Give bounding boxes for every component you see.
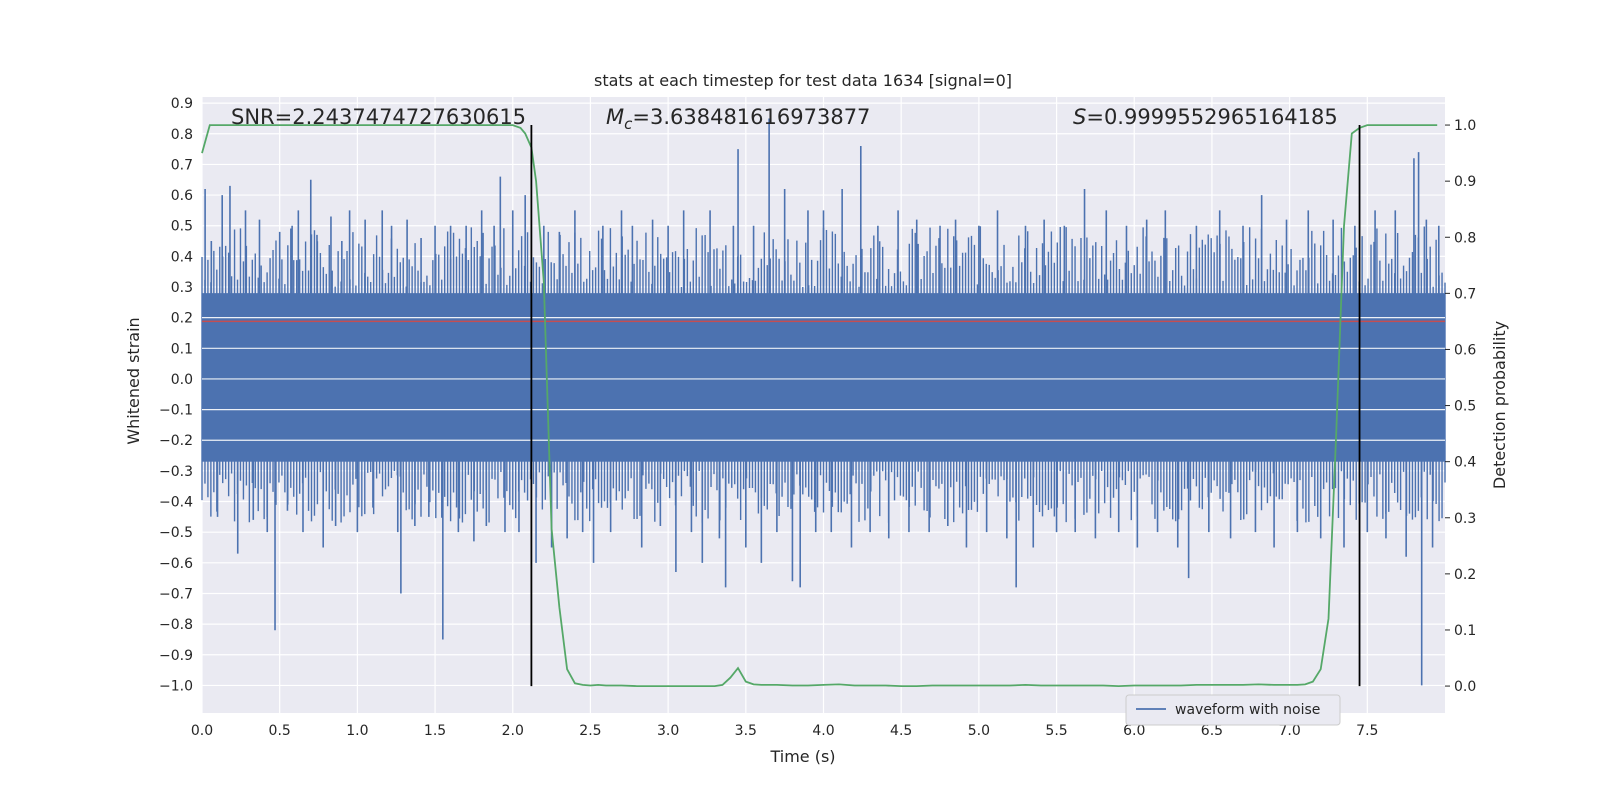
boundary-lines: [530, 125, 1361, 687]
chirp-mass-subscript: c: [624, 115, 633, 133]
score-value: =0.9999552965164185: [1086, 105, 1337, 129]
y2-tick-label: 0.2: [1454, 567, 1476, 583]
y-tick-label: 0.4: [171, 249, 193, 265]
y-tick-label: −0.7: [159, 586, 193, 602]
y-tick-label: 0.6: [171, 188, 193, 204]
y-tick-label: 0.2: [171, 311, 193, 327]
y-tick-label: 0.1: [171, 341, 193, 357]
y-axis-label: Whitened strain: [124, 317, 143, 444]
y2-tick-label: 0.7: [1454, 286, 1476, 302]
chart-title: stats at each timestep for test data 163…: [594, 71, 1012, 90]
chirp-mass-annotation: Mc=3.638481616973877: [606, 105, 870, 133]
y-tick-label: −1.0: [159, 678, 193, 694]
y2-tick-label: 0.4: [1454, 455, 1476, 471]
x-tick-label: 2.0: [502, 723, 524, 739]
x-tick-label: 1.0: [346, 723, 368, 739]
y-tick-label: 0.5: [171, 219, 193, 235]
y2-tick-labels: 1.0 0.9 0.8 0.7 0.6 0.5 0.4 0.3 0.2 0.1 0.0: [1445, 118, 1476, 695]
y-tick-label: 0.3: [171, 280, 193, 296]
x-tick-label: 4.5: [890, 723, 912, 739]
x-tick-labels: 0.0 0.5 1.0 1.5 2.0 2.5 3.0 3.5 4.0 4.5 5.0 5.5 6.0 6…: [191, 723, 1379, 739]
y-tick-label: −0.8: [159, 617, 193, 633]
y2-axis-label: Detection probability: [1490, 321, 1509, 489]
x-tick-label: 6.5: [1201, 723, 1223, 739]
x-axis-label: Time (s): [769, 747, 835, 766]
y-tick-label: 0.0: [171, 372, 193, 388]
y2-tick-label: 1.0: [1454, 118, 1476, 134]
y2-tick-label: 0.9: [1454, 174, 1476, 190]
legend: waveform with noise: [1125, 694, 1341, 726]
y2-tick-label: 0.6: [1454, 342, 1476, 358]
probability-series: [201, 124, 1438, 688]
y-tick-label: −0.5: [159, 525, 193, 541]
y2-tick-label: 0.1: [1454, 623, 1476, 639]
y-tick-label: 0.9: [171, 96, 193, 112]
x-tick-label: 7.0: [1278, 723, 1300, 739]
x-tick-label: 3.0: [657, 723, 679, 739]
chirp-mass-value: =3.638481616973877: [632, 105, 870, 129]
legend-label-waveform: waveform with noise: [1175, 702, 1320, 718]
y-tick-label: −0.2: [159, 433, 193, 449]
x-tick-label: 6.0: [1123, 723, 1145, 739]
score-annotation: S=0.9999552965164185: [1073, 105, 1338, 129]
y2-tick-label: 0.0: [1454, 679, 1476, 695]
x-tick-label: 2.5: [579, 723, 601, 739]
x-tick-label: 1.5: [424, 723, 446, 739]
snr-annotation: SNR=2.2437474727630615: [231, 105, 526, 129]
x-tick-label: 0.5: [269, 723, 291, 739]
y-tick-label: −0.9: [159, 648, 193, 664]
y-tick-label: 0.7: [171, 157, 193, 173]
x-tick-label: 4.0: [812, 723, 834, 739]
y-tick-label: −0.6: [159, 556, 193, 572]
probability-line: [201, 124, 1438, 688]
y-tick-label: −0.1: [159, 403, 193, 419]
x-tick-label: 3.5: [735, 723, 757, 739]
y2-tick-label: 0.8: [1454, 230, 1476, 246]
x-tick-label: 5.5: [1045, 723, 1067, 739]
legend-box: [1125, 694, 1341, 726]
chirp-mass-symbol: M: [606, 105, 624, 129]
y-tick-label: 0.8: [171, 127, 193, 143]
x-tick-label: 5.0: [968, 723, 990, 739]
y2-tick-label: 0.3: [1454, 511, 1476, 527]
y-tick-labels: 0.9 0.8 0.7 0.6 0.5 0.4 0.3 0.2 0.1 0.0 −0.1 −0.2 −0…: [159, 96, 193, 694]
x-tick-label: 7.5: [1356, 723, 1378, 739]
y-tick-label: −0.3: [159, 464, 193, 480]
score-symbol: S: [1073, 105, 1086, 129]
x-tick-label: 0.0: [191, 723, 213, 739]
y-tick-label: −0.4: [159, 495, 193, 511]
y2-tick-label: 0.5: [1454, 399, 1476, 415]
